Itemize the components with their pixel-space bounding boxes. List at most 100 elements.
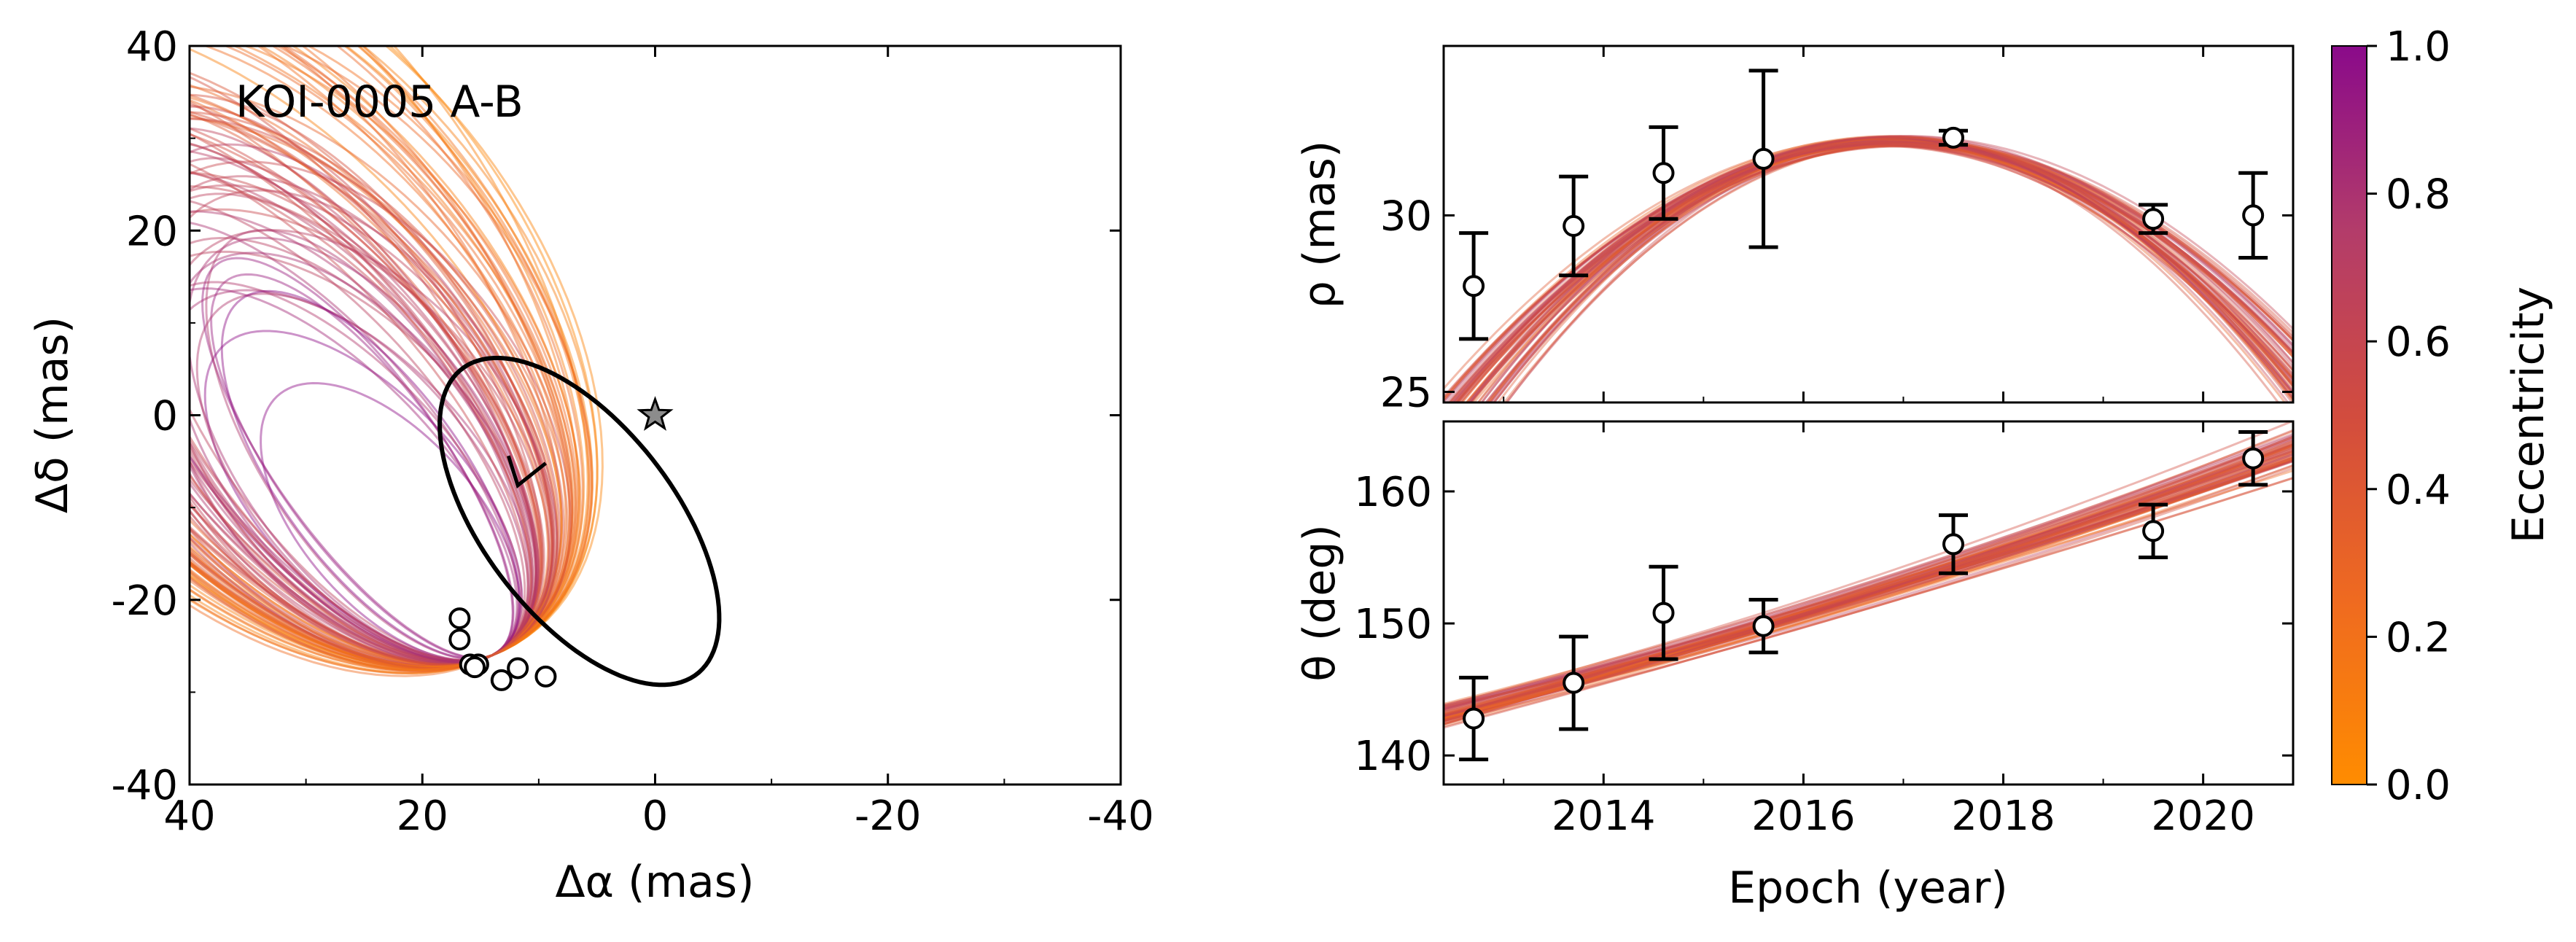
orbit-sample-path bbox=[190, 111, 555, 670]
orbit-y-tick-label: 0 bbox=[152, 393, 178, 440]
model-sample-path bbox=[1444, 445, 2293, 723]
orbit-sample-path bbox=[190, 46, 577, 672]
orbit-sample-path bbox=[210, 273, 515, 660]
model-sample-path bbox=[1467, 139, 2293, 402]
colorbar-tick-label: 0.8 bbox=[2386, 171, 2451, 219]
observation-point bbox=[1652, 602, 1675, 624]
model-sample-path bbox=[1444, 453, 2293, 708]
orbit-sample-path bbox=[190, 236, 537, 665]
colorbar-gradient bbox=[2331, 45, 2367, 785]
orbit-sample-path bbox=[190, 76, 542, 665]
orbit-sample-path bbox=[190, 46, 584, 666]
model-sample-path bbox=[1468, 141, 2293, 402]
orbit-x-axis-label: Δα (mas) bbox=[556, 857, 755, 908]
orbit-sample-path bbox=[190, 157, 537, 661]
orbit-sample-path bbox=[190, 236, 539, 662]
observation-point bbox=[1563, 214, 1585, 237]
model-sample-path bbox=[1444, 443, 2293, 725]
model-sample-path bbox=[1460, 141, 2293, 402]
model-sample-path bbox=[1488, 136, 2293, 402]
orbit-sample-path bbox=[190, 281, 523, 664]
orbit-sample-path bbox=[190, 200, 526, 665]
model-sample-path bbox=[1476, 138, 2287, 402]
model-sample-path bbox=[1444, 443, 2293, 723]
orbit-samples bbox=[190, 46, 604, 677]
observation-point bbox=[1463, 275, 1485, 297]
orbit-sample-path bbox=[190, 127, 542, 669]
model-sample-path bbox=[1444, 444, 2293, 706]
model-sample-path bbox=[1444, 449, 2293, 709]
position-angle-ticks: 2014 2016 2018 2020 140 150 160 bbox=[1354, 421, 2293, 840]
x-tick-label: 2020 bbox=[2151, 793, 2255, 840]
observation-point bbox=[1752, 147, 1775, 170]
orbit-sample-path bbox=[190, 229, 559, 665]
observation-point bbox=[2142, 208, 2165, 230]
orbit-sample-path bbox=[190, 46, 582, 668]
orbit-sample-path bbox=[190, 185, 550, 669]
eccentricity-colorbar: 0.0 0.2 0.4 0.6 0.8 1.0 Eccentricity bbox=[2331, 23, 2554, 809]
model-sample-path bbox=[1503, 142, 2293, 402]
model-sample-path bbox=[1444, 443, 2293, 717]
orbit-sample-path bbox=[205, 229, 531, 660]
orbit-star bbox=[637, 396, 674, 431]
best-fit-orbit-path bbox=[437, 356, 722, 688]
orbit-sample-path bbox=[190, 208, 554, 669]
model-sample-path bbox=[1469, 140, 2293, 402]
orbit-sample-path bbox=[190, 46, 563, 665]
colorbar-tick-label: 0.0 bbox=[2386, 762, 2451, 809]
model-sample-path bbox=[1487, 137, 2293, 402]
orbit-sample-path bbox=[190, 192, 540, 663]
orbit-sample-path bbox=[190, 46, 591, 669]
observation-point bbox=[1463, 707, 1485, 730]
orbit-observation-point bbox=[507, 657, 529, 680]
model-sample-path bbox=[1452, 144, 2293, 402]
separation-axes-frame bbox=[1442, 44, 2295, 404]
model-sample-path bbox=[1444, 421, 2293, 707]
orbit-observation-point bbox=[448, 628, 471, 651]
position-angle-axes-frame bbox=[1442, 420, 2295, 786]
observation-point bbox=[1942, 126, 1964, 149]
separation-y-axis-label: ρ (mas) bbox=[1294, 141, 1345, 308]
colorbar-tick-label: 0.2 bbox=[2386, 614, 2451, 661]
model-sample-path bbox=[1493, 136, 2293, 402]
orbit-observation-point bbox=[448, 607, 471, 630]
orbit-sample-path bbox=[260, 381, 521, 662]
orbit-sample-path bbox=[190, 46, 590, 668]
colorbar-tick-label: 0.4 bbox=[2386, 467, 2451, 514]
orbit-sample-path bbox=[190, 287, 518, 663]
orbit-sample-path bbox=[190, 143, 553, 663]
orbit-y-axis-label: Δδ (mas) bbox=[27, 316, 78, 513]
model-sample-path bbox=[1444, 436, 2293, 714]
model-sample-path bbox=[1444, 447, 2293, 710]
colorbar-tick-label: 1.0 bbox=[2386, 23, 2451, 71]
orbit-sample-path bbox=[190, 46, 575, 671]
orbit-sample-path bbox=[190, 46, 571, 670]
orbit-sample-path bbox=[190, 46, 585, 672]
model-sample-path bbox=[1444, 448, 2293, 723]
model-sample-path bbox=[1444, 437, 2293, 711]
separation-panel: 25 30 ρ (mas) bbox=[1294, 44, 2295, 416]
orbit-sample-path bbox=[190, 46, 581, 674]
orbit-sample-path bbox=[190, 46, 577, 675]
orbit-sample-path bbox=[190, 103, 551, 669]
orbit-observation-point bbox=[534, 665, 557, 688]
model-sample-path bbox=[1444, 429, 2293, 716]
orbit-sample-path bbox=[190, 46, 571, 666]
model-sample-path bbox=[1444, 446, 2293, 717]
model-sample-path bbox=[1444, 437, 2293, 718]
orbit-sample-path bbox=[190, 100, 541, 670]
orbit-y-tick-label: 20 bbox=[126, 208, 178, 255]
colorbar-label: Eccentricity bbox=[2503, 287, 2554, 543]
model-sample-path bbox=[1444, 449, 2293, 720]
orbit-x-tick-label: 40 bbox=[163, 793, 215, 840]
model-sample-path bbox=[1444, 445, 2293, 716]
orbit-sample-path bbox=[190, 163, 529, 667]
orbit-observation-point bbox=[490, 669, 513, 691]
y-tick-label: 25 bbox=[1380, 369, 1432, 416]
model-sample-path bbox=[1444, 442, 2293, 725]
orbit-sample-path bbox=[190, 142, 534, 663]
orbit-sample-path bbox=[190, 160, 572, 666]
orbit-sample-path bbox=[190, 46, 604, 669]
model-sample-path bbox=[1444, 441, 2293, 706]
